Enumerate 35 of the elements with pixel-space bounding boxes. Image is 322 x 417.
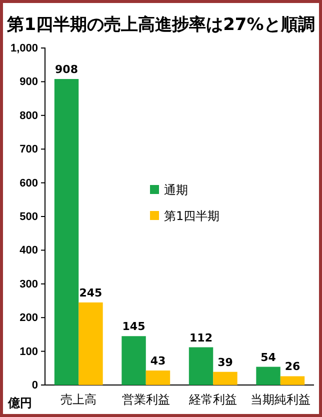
y-axis-title: 億円: [7, 396, 32, 410]
data-label: 43: [150, 354, 166, 368]
y-tick-label: 800: [20, 110, 38, 122]
bar: [188, 347, 214, 385]
y-tick-label: 700: [20, 144, 38, 156]
x-tick-label: 売上高: [60, 392, 97, 407]
bar: [213, 372, 238, 385]
data-label: 39: [218, 356, 233, 369]
bar: [78, 302, 103, 385]
y-tick-label: 900: [20, 76, 38, 88]
bar: [256, 366, 280, 385]
data-label: 245: [79, 286, 102, 300]
y-tick-label: 1,000: [10, 42, 38, 55]
bar: [54, 79, 79, 385]
y-tick-label: 0: [32, 380, 38, 392]
x-tick-label: 経常利益: [188, 392, 238, 407]
x-tick-label: 当期純利益: [250, 392, 310, 407]
bar: [122, 336, 146, 385]
data-label: 145: [122, 320, 146, 334]
y-tick-label: 500: [20, 211, 38, 224]
y-tick-label: 300: [20, 278, 38, 290]
chart-title: 第1四半期の売上高進捗率は27%と順調: [6, 15, 315, 35]
data-label: 112: [190, 331, 213, 344]
y-tick-label: 100: [20, 346, 38, 358]
y-tick-label: 600: [20, 177, 38, 190]
x-tick-label: 営業利益: [122, 392, 170, 407]
bar: [146, 370, 170, 385]
data-label: 26: [284, 360, 300, 374]
legend-label: 第1四半期: [164, 209, 220, 223]
legend-label: 通期: [164, 183, 188, 197]
y-tick-label: 200: [20, 312, 38, 324]
data-label: 54: [260, 350, 276, 364]
data-label: 908: [55, 63, 78, 76]
y-tick-label: 400: [20, 244, 38, 257]
bar: [280, 376, 305, 385]
